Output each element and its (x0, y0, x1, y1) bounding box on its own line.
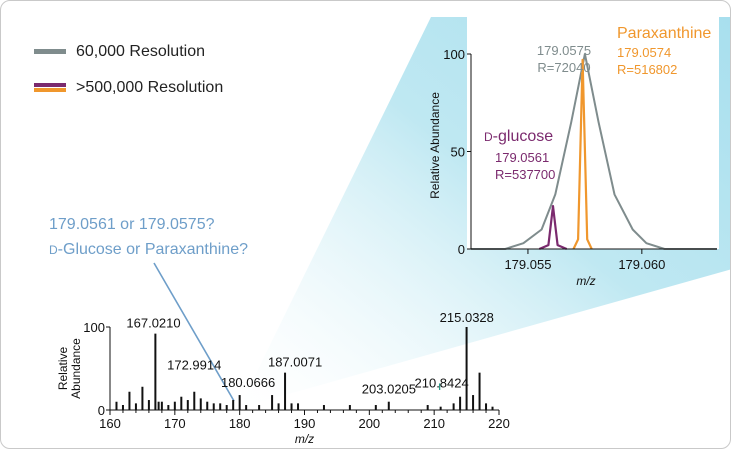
inset-panel (467, 17, 719, 249)
inset-x-tick-label: 179.060 (618, 257, 665, 272)
inset-label-glucose-mz: 179.0561 (495, 150, 549, 165)
main-y-tick-label: 100 (83, 320, 105, 335)
peak-label: 172.9914 (167, 358, 221, 373)
main-y-tick-label: 0 (98, 403, 105, 418)
inset-label-glucose-r: R=537700 (495, 167, 555, 182)
inset-y-tick-label: 50 (451, 145, 465, 160)
main-x-tick-label: 200 (358, 416, 380, 431)
legend-label-500k: >500,000 Resolution (76, 79, 223, 96)
main-x-tick-label: 160 (99, 416, 121, 431)
inset-y-tick-label: 100 (443, 47, 465, 62)
peak-label: 215.0328 (440, 310, 494, 325)
peak-label: 210.8424 (415, 376, 469, 391)
inset-series (471, 53, 717, 251)
inset-label-paraxanthine-mz: 179.0574 (617, 45, 671, 60)
inset-label-60k-r: R=72040 (537, 60, 590, 75)
inset-x-axis-title: m/z (576, 274, 595, 288)
question-line-2: D-Glucose or Paraxanthine? (49, 241, 248, 258)
question-callout: 179.0561 or 179.0575? D-Glucose or Parax… (49, 216, 248, 402)
inset-y-axis-title: Relative Abundance (428, 92, 442, 199)
question-line-1: 179.0561 or 179.0575? (49, 216, 215, 233)
main-x-tick-label: 190 (294, 416, 316, 431)
legend: 60,000 Resolution >500,000 Resolution (34, 43, 223, 96)
main-x-tick-label: 170 (164, 416, 186, 431)
legend-swatch-500k-top (34, 83, 66, 87)
main-x-tick-label: 220 (488, 416, 510, 431)
inset-axes: 0 50 100 179.055 179.060 m/z Relative Abundanc… (428, 47, 717, 288)
inset-y-tick-label: 0 (458, 242, 465, 257)
main-axes: 160 170 180 190 200 210 220 0 100 m/z RelativeAbun… (56, 320, 510, 446)
peak-label: 187.0071 (268, 355, 322, 370)
inset-labels: 179.0575 R=72040 Paraxanthine 179.0574 R=516… (484, 25, 711, 182)
inset-series-1 (538, 205, 568, 251)
inset-series-0 (471, 53, 717, 250)
peak-label: 180.0666 (221, 375, 275, 390)
inset-label-paraxanthine-title: Paraxanthine (617, 25, 711, 42)
inset-series-2 (572, 58, 593, 250)
inset-spectrum: 0 50 100 179.055 179.060 m/z Relative Abundanc… (428, 25, 717, 288)
main-x-tick-label: 210 (423, 416, 445, 431)
inset-label-60k-mz: 179.0575 (537, 43, 591, 58)
main-peaks (115, 327, 494, 410)
peak-label: 167.0210 (126, 316, 180, 331)
main-x-tick-label: 180 (229, 416, 251, 431)
main-x-axis-title: m/z (295, 432, 314, 446)
legend-swatch-60k (34, 49, 66, 54)
legend-label-60k: 60,000 Resolution (76, 43, 205, 60)
inset-x-tick-label: 179.055 (504, 257, 551, 272)
peak-label: 203.0205 (362, 382, 416, 397)
small-caps-d: D (49, 243, 58, 257)
main-y-axis-title: RelativeAbundance (56, 338, 83, 399)
callout-pointer-line (153, 262, 235, 402)
inset-label-glucose-title: D-glucose (484, 128, 553, 145)
legend-swatch-500k-bottom (34, 88, 66, 92)
inset-label-paraxanthine-r: R=516802 (617, 62, 677, 77)
